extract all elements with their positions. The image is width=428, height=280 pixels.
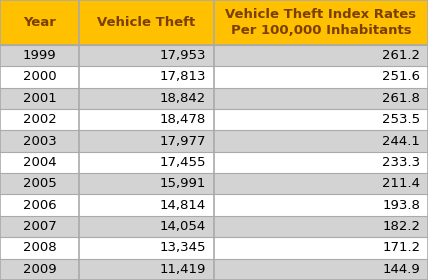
Text: 17,977: 17,977 xyxy=(160,134,206,148)
Text: 182.2: 182.2 xyxy=(382,220,420,233)
Bar xyxy=(79,0,214,45)
Bar xyxy=(0,173,79,195)
Bar xyxy=(79,259,214,280)
Bar xyxy=(0,152,79,173)
Text: 11,419: 11,419 xyxy=(160,263,206,276)
Bar xyxy=(214,130,428,152)
Bar xyxy=(79,195,214,216)
Bar xyxy=(79,173,214,195)
Bar xyxy=(214,0,428,45)
Bar xyxy=(214,88,428,109)
Bar xyxy=(79,88,214,109)
Bar xyxy=(214,195,428,216)
Text: 17,455: 17,455 xyxy=(160,156,206,169)
Text: 233.3: 233.3 xyxy=(382,156,420,169)
Bar xyxy=(0,66,79,88)
Text: 2008: 2008 xyxy=(23,241,56,255)
Text: 14,814: 14,814 xyxy=(160,199,206,212)
Bar xyxy=(0,45,79,66)
Text: 18,842: 18,842 xyxy=(160,92,206,105)
Bar xyxy=(79,130,214,152)
Bar xyxy=(214,45,428,66)
Text: Vehicle Theft Index Rates
Per 100,000 Inhabitants: Vehicle Theft Index Rates Per 100,000 In… xyxy=(226,8,416,37)
Bar xyxy=(79,216,214,237)
Bar xyxy=(214,237,428,259)
Text: 2006: 2006 xyxy=(23,199,56,212)
Text: 13,345: 13,345 xyxy=(160,241,206,255)
Text: 253.5: 253.5 xyxy=(382,113,420,126)
Text: 18,478: 18,478 xyxy=(160,113,206,126)
Bar xyxy=(79,66,214,88)
Bar xyxy=(0,109,79,130)
Text: 193.8: 193.8 xyxy=(383,199,420,212)
Text: 2003: 2003 xyxy=(23,134,56,148)
Text: 261.8: 261.8 xyxy=(383,92,420,105)
Text: 2005: 2005 xyxy=(23,177,56,190)
Text: 144.9: 144.9 xyxy=(383,263,420,276)
Bar xyxy=(214,152,428,173)
Text: 171.2: 171.2 xyxy=(382,241,420,255)
Bar xyxy=(0,216,79,237)
Text: 17,813: 17,813 xyxy=(160,70,206,83)
Bar xyxy=(214,173,428,195)
Text: 2000: 2000 xyxy=(23,70,56,83)
Text: 2009: 2009 xyxy=(23,263,56,276)
Text: 261.2: 261.2 xyxy=(382,49,420,62)
Text: 2002: 2002 xyxy=(23,113,56,126)
Bar xyxy=(0,195,79,216)
Bar xyxy=(214,216,428,237)
Text: 244.1: 244.1 xyxy=(383,134,420,148)
Bar xyxy=(214,66,428,88)
Text: Vehicle Theft: Vehicle Theft xyxy=(98,16,196,29)
Bar xyxy=(79,152,214,173)
Text: 2007: 2007 xyxy=(23,220,56,233)
Text: 2001: 2001 xyxy=(23,92,56,105)
Text: 211.4: 211.4 xyxy=(382,177,420,190)
Text: Year: Year xyxy=(23,16,56,29)
Text: 251.6: 251.6 xyxy=(382,70,420,83)
Bar xyxy=(214,109,428,130)
Bar xyxy=(214,259,428,280)
Bar xyxy=(79,237,214,259)
Bar xyxy=(79,45,214,66)
Bar xyxy=(0,0,79,45)
Bar xyxy=(0,130,79,152)
Bar xyxy=(0,259,79,280)
Bar xyxy=(79,109,214,130)
Text: 17,953: 17,953 xyxy=(160,49,206,62)
Text: 2004: 2004 xyxy=(23,156,56,169)
Text: 1999: 1999 xyxy=(23,49,56,62)
Text: 14,054: 14,054 xyxy=(160,220,206,233)
Bar xyxy=(0,237,79,259)
Bar xyxy=(0,88,79,109)
Text: 15,991: 15,991 xyxy=(160,177,206,190)
